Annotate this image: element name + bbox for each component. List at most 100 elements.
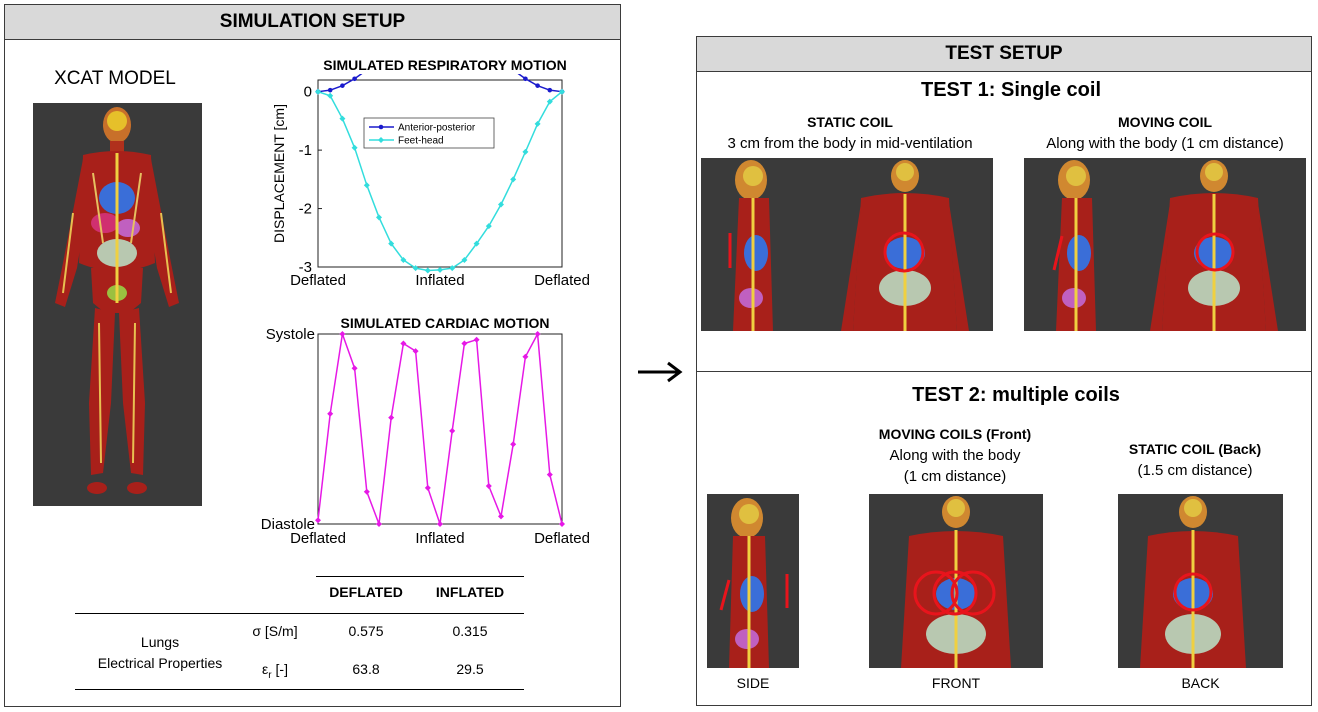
table-sigma-deflated: 0.575 [348, 623, 384, 639]
table-eps-inflated: 29.5 [456, 661, 484, 677]
cardiac-point [437, 521, 443, 527]
cardiac-point [315, 517, 321, 524]
back-view-figure [1140, 496, 1246, 668]
cardiac-point [376, 521, 382, 527]
resp-y-tick-label: -2 [299, 201, 312, 218]
resp-legend-marker [378, 124, 384, 130]
label-back: BACK [1181, 675, 1220, 691]
cardiac-x-tick-label: Deflated [534, 530, 590, 547]
resp-x-tick-label: Deflated [534, 272, 590, 289]
cardiac-point [424, 484, 431, 491]
cardiac-point [363, 488, 370, 495]
cardiac-point [351, 365, 358, 372]
moving-side-figure [1056, 160, 1096, 331]
simulation-setup-header: SIMULATION SETUP [5, 5, 620, 40]
resp-point-feet-head [400, 256, 407, 263]
xcat-body-figure [55, 107, 179, 494]
resp-legend-label: Feet-head [398, 136, 444, 147]
cardiac-chart-title: SIMULATED CARDIAC MOTION [340, 315, 550, 331]
moving-coils-front-title: MOVING COILS (Front) [878, 426, 1032, 442]
table-sigma-label: σ [S/m] [252, 623, 298, 639]
cardiac-point [473, 336, 480, 343]
side-view-figure [729, 498, 769, 668]
resp-y-tick-label: -3 [299, 259, 312, 276]
resp-x-tick-label: Inflated [415, 272, 464, 289]
epsilon-unit: [-] [271, 661, 288, 677]
resp-point-anterior-posterior [340, 83, 345, 88]
resp-point-anterior-posterior [352, 76, 357, 82]
moving-coils-front-desc2: (1 cm distance) [903, 468, 1007, 485]
cardiac-point [510, 441, 517, 448]
front-coil-right [950, 570, 996, 616]
resp-point-feet-head [376, 214, 382, 221]
static-side-figure [733, 160, 773, 331]
resp-point-feet-head [412, 265, 419, 272]
resp-y-tick-label: -1 [299, 142, 312, 159]
cardiac-point [498, 513, 504, 520]
moving-front-figure [1150, 160, 1278, 331]
resp-point-anterior-posterior [535, 83, 540, 88]
cardiac-point [327, 410, 334, 417]
moving-side-coil [1052, 235, 1064, 271]
static-coil-back-title: STATIC COIL (Back) [1128, 441, 1262, 457]
flow-arrow-icon [638, 361, 683, 383]
cardiac-x-tick-label: Inflated [415, 530, 464, 547]
xcat-body-image [33, 103, 202, 506]
cardiac-point [559, 521, 565, 527]
resp-point-feet-head [546, 98, 553, 105]
front-coil-left [913, 570, 959, 616]
table-epsilon-label: εr [-] [240, 661, 310, 681]
resp-point-anterior-posterior [327, 87, 333, 93]
resp-point-feet-head [315, 88, 321, 95]
resp-point-feet-head [388, 240, 395, 247]
side-front-coil [719, 579, 731, 611]
moving-coils-front-desc1: Along with the body [889, 447, 1021, 464]
table-header-rule [75, 613, 524, 614]
table-row-group-line2: Electrical Properties [97, 655, 223, 671]
static-front-coil [883, 231, 925, 273]
resp-point-feet-head [461, 256, 468, 263]
epsilon-symbol: ε [262, 661, 269, 677]
resp-point-feet-head [522, 148, 529, 155]
resp-point-feet-head [534, 120, 541, 127]
resp-point-feet-head [363, 182, 370, 189]
resp-x-tick-label: Deflated [290, 272, 346, 289]
table-bottom-rule [75, 689, 524, 690]
cardiac-plot-frame [317, 333, 563, 525]
resp-y-axis-label: DISPLACEMENT [cm] [271, 104, 287, 243]
test1-title: TEST 1: Single coil [920, 79, 1102, 101]
cardiac-point [449, 427, 456, 434]
front-coil-center [932, 570, 978, 616]
resp-y-tick-label: 0 [304, 84, 312, 101]
cardiac-point [388, 414, 395, 421]
resp-point-feet-head [485, 223, 492, 230]
resp-point-feet-head [351, 144, 358, 151]
resp-point-feet-head [339, 115, 346, 122]
cardiac-point [400, 340, 407, 347]
moving-coil-desc: Along with the body (1 cm distance) [1046, 135, 1284, 152]
table-eps-deflated: 63.8 [352, 661, 380, 677]
moving-front-coil [1195, 232, 1235, 272]
moving-coil-title: MOVING COIL [1117, 114, 1213, 130]
front-view-image [869, 494, 1043, 668]
back-view-image [1118, 494, 1283, 668]
moving-coil-image [1024, 158, 1306, 331]
resp-point-feet-head [559, 88, 565, 95]
resp-point-feet-head [424, 267, 431, 274]
static-coil-title: STATIC COIL [807, 114, 893, 130]
epsilon-subscript: r [268, 669, 272, 681]
table-header-deflated: DEFLATED [329, 584, 403, 600]
respiratory-chart-title: SIMULATED RESPIRATORY MOTION [323, 57, 567, 73]
resp-legend-marker [378, 137, 384, 143]
static-coil-desc: 3 cm from the body in mid-ventilation [727, 135, 973, 152]
resp-point-feet-head [498, 201, 504, 208]
table-header-inflated: INFLATED [435, 584, 505, 600]
test-divider [697, 371, 1311, 372]
cardiac-y-tick-label: Diastole [261, 516, 315, 533]
cardiac-point [339, 331, 346, 337]
table-row-group-line1: Lungs [140, 634, 180, 650]
xcat-model-label: XCAT MODEL [54, 68, 176, 89]
cardiac-point [461, 340, 468, 347]
